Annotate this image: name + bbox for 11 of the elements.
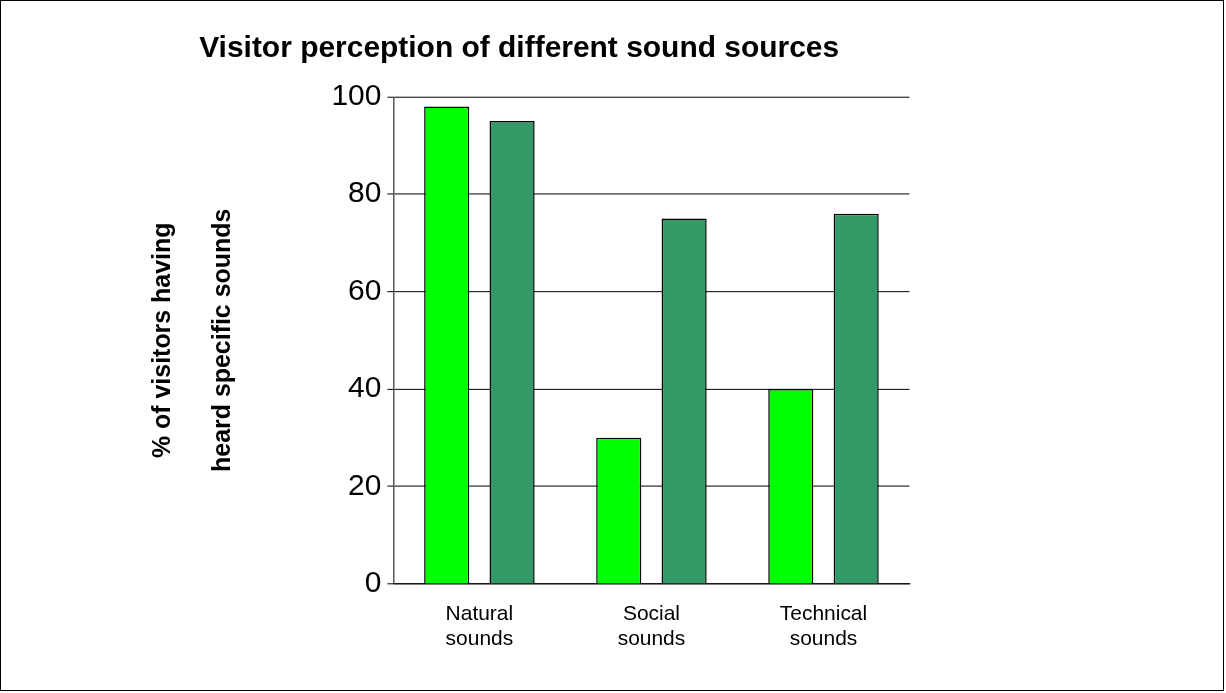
y-tick-label: 80: [348, 175, 382, 209]
x-tick-label: Social sounds: [617, 601, 686, 650]
x-tick-label: Natural sounds: [445, 601, 514, 650]
y-tick-label: 20: [348, 467, 382, 501]
x-tick-label: Technical sounds: [779, 601, 868, 650]
text: % of visitors having heard specific sounds: [146, 208, 235, 472]
y-tick-label: 40: [348, 370, 382, 404]
y-tick-label: 0: [364, 565, 382, 599]
y-tick-label: 100: [331, 77, 382, 111]
y-tick-label: 60: [348, 272, 382, 306]
chart-title: Visitor perception of different sound sources: [199, 30, 840, 64]
